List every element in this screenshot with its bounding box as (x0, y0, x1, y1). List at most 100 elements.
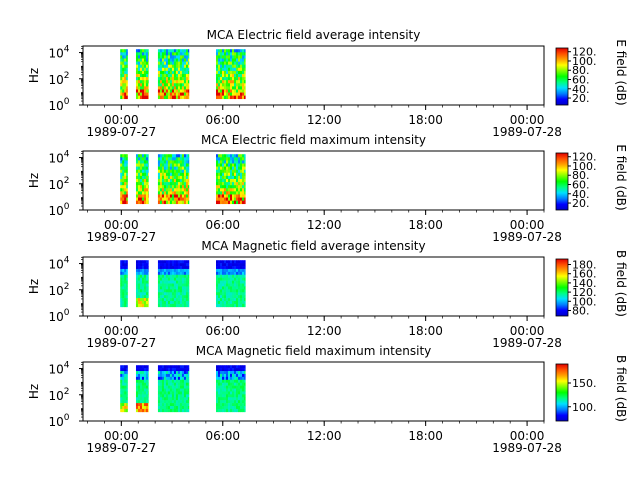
heatmap-block-4 (216, 154, 246, 205)
y-tick-label: 104 (48, 150, 69, 166)
colorbar-label: E field (dB) (614, 39, 628, 105)
x-tick-label: 12:00 (307, 324, 342, 338)
colorbar-tick-label: 120. (572, 46, 597, 59)
chart-title: MCA Magnetic field maximum intensity (196, 344, 432, 358)
heatmap-block-4 (216, 365, 246, 413)
heatmap-block-1 (120, 49, 128, 100)
colorbar-tick-label: 100. (572, 55, 597, 68)
x-date-label-start: 1989-07-27 (86, 230, 156, 244)
colorbar-tick-label: 80. (572, 169, 590, 182)
heatmap-block-3 (157, 260, 190, 308)
colorbar-tick-label: 80. (572, 64, 590, 77)
x-tick-label: 12:00 (307, 113, 342, 127)
y-tick-label: 102 (48, 176, 69, 192)
colorbar: 100. 150. B field (dB) (555, 355, 628, 422)
heatmap-block-2 (135, 49, 149, 100)
chart-title: MCA Electric field maximum intensity (201, 133, 426, 147)
colorbar-tick-label: 40. (572, 188, 590, 201)
heatmap-block-1 (120, 365, 128, 413)
colorbar-tick-label: 180. (572, 259, 597, 272)
colorbar-tick-label: 140. (572, 277, 597, 290)
x-tick-label: 00:00 (510, 324, 545, 338)
heatmap-block-4 (216, 49, 246, 100)
x-tick-label: 06:00 (205, 113, 240, 127)
colorbar-tick-label: 160. (572, 268, 597, 281)
axes-frame (82, 256, 545, 317)
chart-panel-4: MCA Magnetic field maximum intensity Hz 10… (27, 344, 628, 455)
heatmap-block-3 (157, 49, 190, 100)
y-tick-label: 100 (48, 97, 69, 113)
y-tick-label: 100 (48, 413, 69, 429)
x-date-label-end: 1989-07-28 (492, 230, 562, 244)
y-axis-label: Hz (27, 173, 41, 188)
colorbar-tick-label: 20. (572, 92, 590, 105)
x-tick-label: 12:00 (307, 218, 342, 232)
chart-title: MCA Magnetic field average intensity (201, 239, 425, 253)
x-tick-label: 06:00 (205, 429, 240, 443)
colorbar-tick-label: 20. (572, 197, 590, 210)
axes-frame (82, 361, 545, 422)
y-tick-label: 102 (48, 387, 69, 403)
colorbar: 20.40.60.80.100.120. E field (dB) (555, 39, 628, 106)
axes-frame (82, 150, 545, 211)
x-tick-label: 00:00 (510, 218, 545, 232)
y-axis-label: Hz (27, 68, 41, 83)
colorbar-tick-label: 40. (572, 83, 590, 96)
x-date-label-start: 1989-07-27 (86, 336, 156, 350)
axes-frame (82, 45, 545, 106)
colorbar-tick-label: 100. (572, 160, 597, 173)
colorbar-label: B field (dB) (614, 250, 628, 317)
y-tick-label: 100 (48, 308, 69, 324)
chart-panel-1: MCA Electric field average intensity Hz 10… (27, 28, 628, 139)
colorbar-tick-label: 150. (572, 377, 597, 390)
y-axis-label: Hz (27, 384, 41, 399)
y-tick-label: 104 (48, 256, 69, 272)
x-tick-label: 00:00 (104, 429, 139, 443)
chart-panel-3: MCA Magnetic field average intensity Hz 10… (27, 239, 628, 350)
colorbar: 20.40.60.80.100.120. E field (dB) (555, 144, 628, 211)
y-axis-label: Hz (27, 279, 41, 294)
y-tick-label: 102 (48, 71, 69, 87)
colorbar-tick-label: 60. (572, 74, 590, 87)
x-tick-label: 18:00 (408, 429, 443, 443)
x-date-label-end: 1989-07-28 (492, 441, 562, 455)
heatmap-block-2 (135, 365, 149, 413)
x-tick-label: 06:00 (205, 324, 240, 338)
x-date-label-start: 1989-07-27 (86, 441, 156, 455)
heatmap-block-1 (120, 154, 128, 205)
heatmap-block-1 (120, 260, 128, 308)
colorbar-label: E field (dB) (614, 144, 628, 210)
x-tick-label: 00:00 (510, 113, 545, 127)
chart-panel-2: MCA Electric field maximum intensity Hz 10… (27, 133, 628, 244)
heatmap-block-3 (157, 365, 190, 413)
colorbar-tick-label: 120. (572, 286, 597, 299)
x-tick-label: 12:00 (307, 429, 342, 443)
y-tick-label: 100 (48, 202, 69, 218)
x-tick-label: 18:00 (408, 218, 443, 232)
colorbar-tick-label: 100. (572, 295, 597, 308)
x-tick-label: 00:00 (510, 429, 545, 443)
colorbar-tick-label: 100. (572, 401, 597, 414)
colorbar-tick-label: 80. (572, 304, 590, 317)
heatmap-block-2 (135, 260, 149, 308)
x-tick-label: 18:00 (408, 113, 443, 127)
heatmap-block-3 (157, 154, 190, 205)
y-tick-label: 104 (48, 361, 69, 377)
heatmap-block-4 (216, 260, 246, 308)
x-tick-label: 18:00 (408, 324, 443, 338)
colorbar: 80.100.120.140.160.180. B field (dB) (555, 250, 628, 317)
x-tick-label: 00:00 (104, 113, 139, 127)
chart-title: MCA Electric field average intensity (207, 28, 421, 42)
x-tick-label: 00:00 (104, 218, 139, 232)
heatmap-block-2 (135, 154, 149, 205)
colorbar-tick-label: 120. (572, 151, 597, 164)
x-date-label-end: 1989-07-28 (492, 125, 562, 139)
x-date-label-start: 1989-07-27 (86, 125, 156, 139)
colorbar-label: B field (dB) (614, 355, 628, 422)
x-date-label-end: 1989-07-28 (492, 336, 562, 350)
y-tick-label: 102 (48, 282, 69, 298)
colorbar-tick-label: 60. (572, 179, 590, 192)
x-tick-label: 00:00 (104, 324, 139, 338)
x-tick-label: 06:00 (205, 218, 240, 232)
